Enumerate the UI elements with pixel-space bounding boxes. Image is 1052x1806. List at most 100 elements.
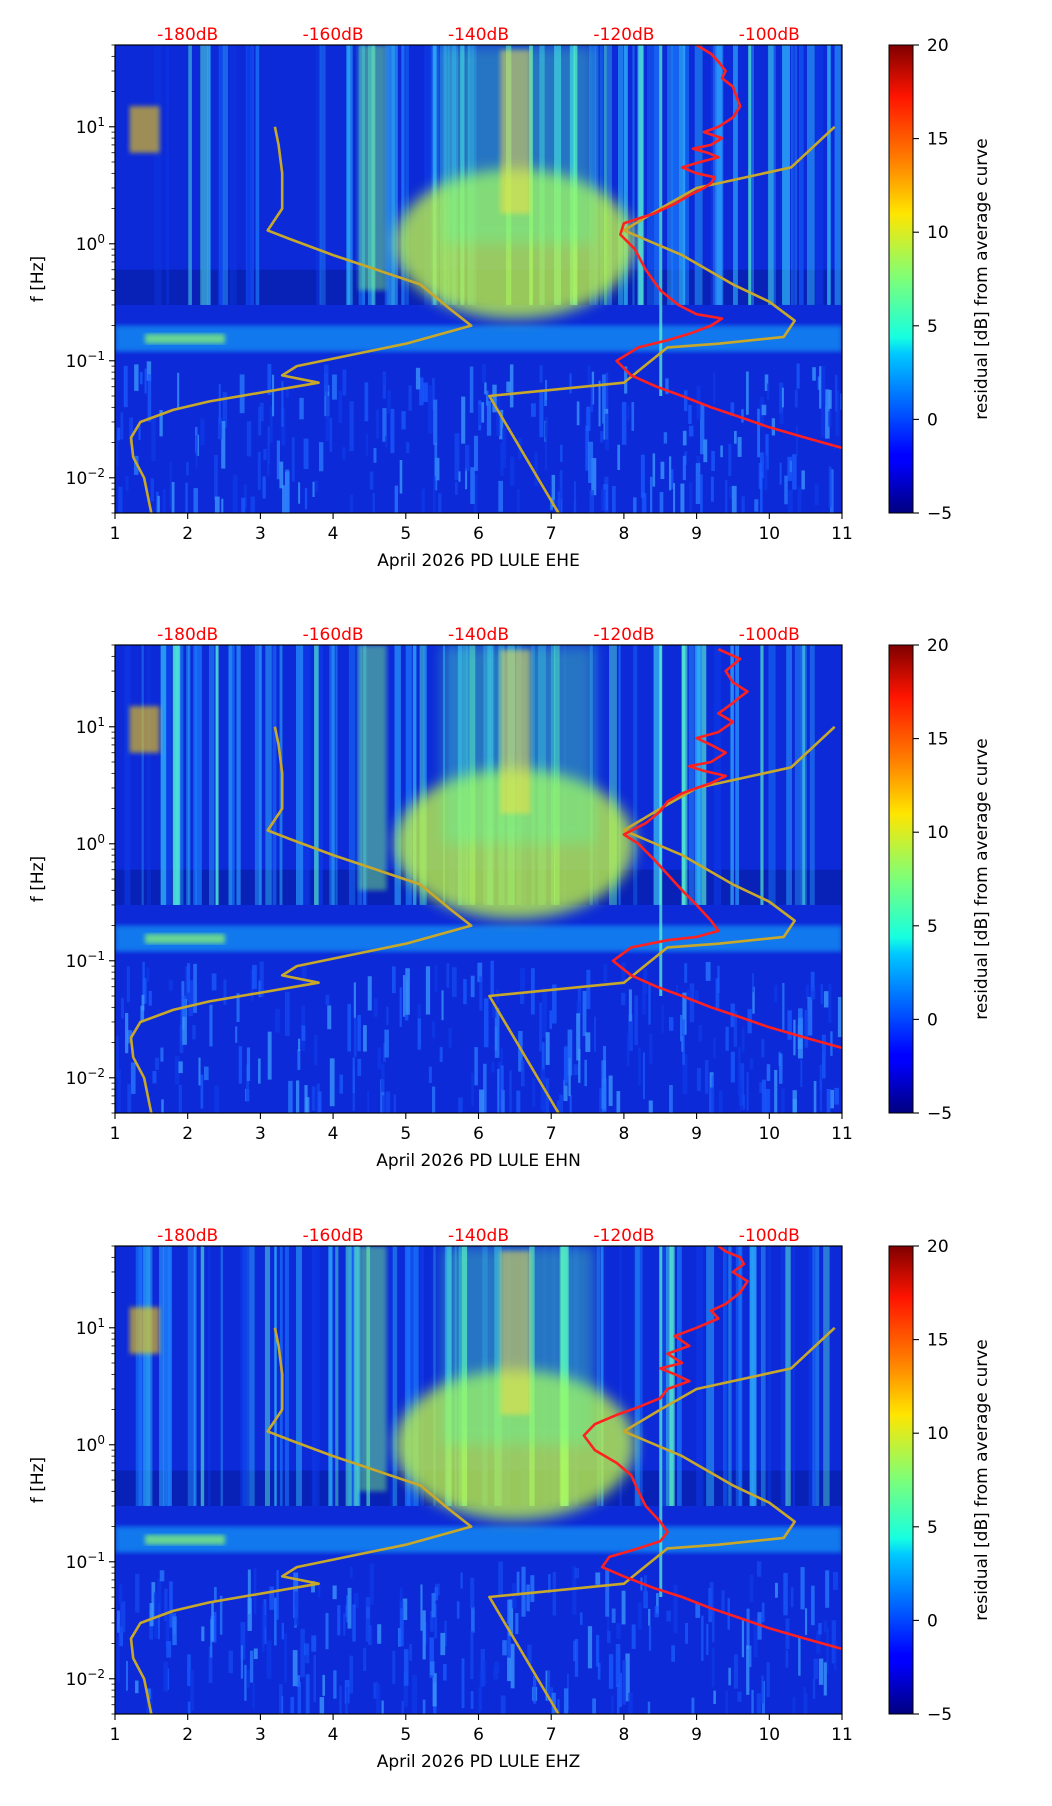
data-curves [129, 648, 842, 1113]
y-tick-label: 10−1 [66, 349, 105, 372]
x-tick-label: 7 [546, 1725, 557, 1745]
left-column [358, 45, 387, 291]
x-tick-label: 6 [473, 1124, 484, 1144]
colorbar-tick-label: 5 [927, 1518, 938, 1538]
y-axis-label: f [Hz] [28, 1457, 48, 1503]
x-tick-label: 1 [110, 1725, 121, 1745]
x-tick-label: 9 [691, 1124, 702, 1144]
colorbar-tick-label: 5 [927, 317, 938, 337]
y-tick-label: 10−2 [66, 1066, 105, 1089]
top-db-label: -180dB [157, 25, 218, 45]
spectrogram-image [115, 1246, 842, 1714]
central-hot-column [500, 1251, 531, 1415]
top-db-axis: -180dB -160dB -140dB -120dB -100dB [157, 625, 800, 645]
x-tick-label: 9 [691, 524, 702, 544]
colorbar-gradient [888, 644, 914, 1114]
top-db-label: -140dB [448, 1226, 509, 1246]
top-db-label: -120dB [593, 25, 654, 45]
y-axis-label: f [Hz] [28, 856, 48, 902]
top-db-label: -180dB [157, 625, 218, 645]
x-tick-label: 5 [400, 524, 411, 544]
x-tick-label: 10 [758, 1124, 780, 1144]
x-tick-label: 9 [691, 1725, 702, 1745]
left-column [358, 645, 387, 891]
colorbar-tick-label: 15 [927, 130, 949, 150]
x-tick-label: 1 [110, 524, 121, 544]
x-tick-label: 6 [473, 1725, 484, 1745]
hf-hotspot [129, 1307, 160, 1354]
central-hot-column [500, 50, 531, 214]
x-tick-label: 10 [758, 1725, 780, 1745]
colorbar-tick-label: 20 [927, 36, 949, 56]
colorbar-tick-label: −5 [927, 1104, 952, 1124]
y-axis: 10−2 10−1 100 101 f [Hz] [28, 644, 115, 1114]
low-frequency-noise [116, 361, 842, 513]
x-axis-label: April 2026 PD LULE EHZ [377, 1752, 581, 1772]
y-tick-label: 10−1 [66, 949, 105, 972]
model-curve-2 [488, 125, 836, 513]
x-tick-label: 7 [546, 1124, 557, 1144]
microseism-band [115, 325, 842, 352]
vertical-line-artifact [659, 645, 663, 996]
model-curve-1 [129, 1327, 473, 1714]
x-tick-label: 8 [618, 1725, 629, 1745]
x-axis-label: April 2026 PD LULE EHN [376, 1151, 581, 1171]
top-db-label: -120dB [593, 1226, 654, 1246]
colorbar-tick-label: 20 [927, 636, 949, 656]
data-curves [129, 45, 842, 513]
colorbar-label: residual [dB] from average curve [972, 138, 992, 419]
colorbar-tick-label: 15 [927, 1331, 949, 1351]
x-tick-label: 8 [618, 524, 629, 544]
low-frequency-noise [115, 960, 842, 1113]
y-tick-label: 10−2 [66, 466, 105, 489]
top-db-label: -140dB [448, 625, 509, 645]
y-tick-label: 101 [76, 115, 105, 138]
colorbar: 20 15 10 5 0 −5 residual [dB] from average cur… [888, 36, 992, 524]
model-curve-1 [129, 126, 473, 513]
colorbar-tick-label: −5 [927, 1705, 952, 1725]
top-db-label: -100dB [739, 25, 800, 45]
central-hot-column [500, 650, 531, 814]
x-tick-label: 2 [182, 524, 193, 544]
y-axis: 10−2 10−1 100 101 f [Hz] [28, 44, 115, 514]
colorbar-tick-label: 0 [927, 1611, 938, 1631]
top-db-axis: -180dB -160dB -140dB -120dB -100dB [157, 25, 800, 45]
x-tick-label: 11 [831, 1124, 853, 1144]
x-tick-label: 3 [255, 1124, 266, 1144]
colorbar-label: residual [dB] from average curve [972, 1339, 992, 1620]
colorbar-tick-label: 5 [927, 917, 938, 937]
x-tick-label: 1 [110, 1124, 121, 1144]
vertical-line-artifact [659, 1246, 663, 1597]
colorbar-tick-label: 10 [927, 823, 949, 843]
x-tick-label: 8 [618, 1124, 629, 1144]
psd-curve [611, 648, 842, 1050]
x-axis: 1 2 3 4 5 6 7 8 9 10 11 April 2026 PD LULE EHN [110, 1113, 853, 1171]
y-axis: 10−2 10−1 100 101 f [Hz] [28, 1245, 115, 1715]
x-tick-label: 3 [255, 524, 266, 544]
y-tick-label: 101 [76, 1316, 105, 1339]
microseism-hotspot [145, 933, 225, 944]
x-tick-label: 4 [328, 1725, 339, 1745]
colorbar-tick-label: −5 [927, 504, 952, 524]
vertical-line-artifact [659, 45, 663, 396]
top-db-label: -100dB [739, 1226, 800, 1246]
colorbar-tick-label: 0 [927, 410, 938, 430]
low-frequency-noise [117, 1561, 842, 1714]
y-tick-label: 100 [76, 1433, 105, 1456]
microseism-hotspot [145, 1534, 225, 1545]
x-tick-label: 11 [831, 524, 853, 544]
x-tick-label: 4 [328, 1124, 339, 1144]
x-tick-label: 4 [328, 524, 339, 544]
microseism-hotspot [145, 333, 225, 344]
x-axis-label: April 2026 PD LULE EHE [377, 551, 580, 571]
x-tick-label: 7 [546, 524, 557, 544]
y-tick-label: 10−2 [66, 1667, 105, 1690]
colorbar: 20 15 10 5 0 −5 residual [dB] from average cur… [888, 1237, 992, 1725]
top-db-label: -120dB [593, 625, 654, 645]
left-column [358, 1246, 387, 1492]
microseism-band [115, 1526, 842, 1553]
x-tick-label: 6 [473, 524, 484, 544]
spectrogram-image [115, 45, 842, 513]
